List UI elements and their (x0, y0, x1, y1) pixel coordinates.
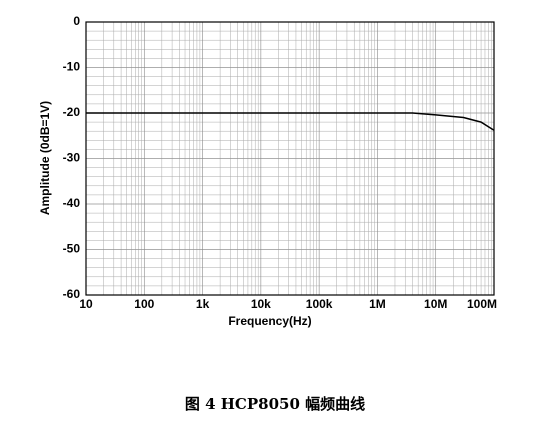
x-tick-label: 100k (306, 297, 333, 311)
y-tick-label: -10 (63, 60, 81, 74)
x-tick-label: 1M (369, 297, 386, 311)
data-line (86, 112, 495, 131)
y-tick-label: -20 (63, 105, 81, 119)
x-tick-label: 1k (196, 297, 210, 311)
y-tick-label: -40 (63, 196, 81, 210)
y-tick-label: -60 (63, 287, 81, 301)
x-axis-label: Frequency(Hz) (228, 314, 311, 328)
y-axis-label: Amplitude (0dB=1V) (38, 101, 52, 215)
caption: 图 4 HCP8050 幅频曲线 (185, 395, 365, 413)
x-tick-label: 100M (467, 297, 497, 311)
y-tick-label: -50 (63, 242, 81, 256)
plot-frame (85, 21, 495, 296)
x-tick-label: 10k (251, 297, 271, 311)
x-tick-label: 10M (424, 297, 447, 311)
y-tick-label: -30 (63, 151, 81, 165)
x-tick-label: 10 (79, 297, 93, 311)
y-tick-label: 0 (73, 14, 80, 28)
x-tick-label: 100 (134, 297, 154, 311)
